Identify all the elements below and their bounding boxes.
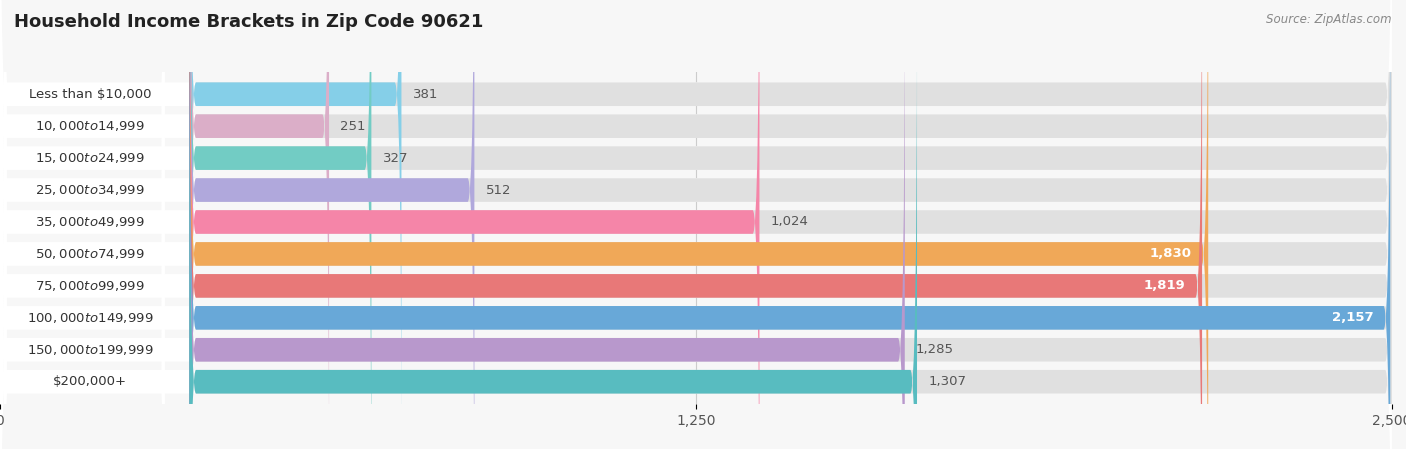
FancyBboxPatch shape	[190, 0, 1392, 449]
Text: $100,000 to $149,999: $100,000 to $149,999	[27, 311, 153, 325]
Text: $15,000 to $24,999: $15,000 to $24,999	[35, 151, 145, 165]
Text: $75,000 to $99,999: $75,000 to $99,999	[35, 279, 145, 293]
Text: 327: 327	[382, 152, 408, 165]
Text: $200,000+: $200,000+	[53, 375, 127, 388]
FancyBboxPatch shape	[190, 0, 1392, 449]
Text: Source: ZipAtlas.com: Source: ZipAtlas.com	[1267, 13, 1392, 26]
FancyBboxPatch shape	[190, 0, 1391, 449]
FancyBboxPatch shape	[190, 0, 1392, 449]
Text: 512: 512	[485, 184, 510, 197]
Text: 2,157: 2,157	[1331, 311, 1374, 324]
FancyBboxPatch shape	[4, 0, 165, 449]
FancyBboxPatch shape	[190, 0, 1392, 449]
FancyBboxPatch shape	[190, 10, 917, 449]
Text: $150,000 to $199,999: $150,000 to $199,999	[27, 343, 153, 357]
FancyBboxPatch shape	[190, 0, 1392, 449]
Text: Household Income Brackets in Zip Code 90621: Household Income Brackets in Zip Code 90…	[14, 13, 484, 31]
FancyBboxPatch shape	[190, 0, 1392, 449]
FancyBboxPatch shape	[190, 0, 1202, 449]
FancyBboxPatch shape	[4, 0, 165, 449]
FancyBboxPatch shape	[190, 0, 1392, 449]
Text: 1,024: 1,024	[770, 216, 808, 229]
FancyBboxPatch shape	[4, 0, 165, 436]
FancyBboxPatch shape	[190, 0, 329, 449]
Text: 381: 381	[412, 88, 437, 101]
FancyBboxPatch shape	[190, 0, 402, 449]
FancyBboxPatch shape	[190, 0, 759, 449]
Text: $50,000 to $74,999: $50,000 to $74,999	[35, 247, 145, 261]
FancyBboxPatch shape	[4, 0, 165, 449]
FancyBboxPatch shape	[190, 0, 474, 449]
FancyBboxPatch shape	[190, 0, 1392, 449]
FancyBboxPatch shape	[4, 0, 165, 449]
FancyBboxPatch shape	[4, 0, 165, 404]
Text: Less than $10,000: Less than $10,000	[28, 88, 152, 101]
FancyBboxPatch shape	[190, 0, 905, 449]
Text: 1,819: 1,819	[1143, 279, 1185, 292]
FancyBboxPatch shape	[190, 0, 1208, 449]
Text: $10,000 to $14,999: $10,000 to $14,999	[35, 119, 145, 133]
Text: 1,307: 1,307	[928, 375, 966, 388]
Text: 251: 251	[340, 119, 366, 132]
FancyBboxPatch shape	[4, 72, 165, 449]
Text: 1,830: 1,830	[1150, 247, 1191, 260]
FancyBboxPatch shape	[190, 0, 1392, 449]
Text: 1,285: 1,285	[915, 343, 953, 357]
FancyBboxPatch shape	[4, 8, 165, 449]
FancyBboxPatch shape	[0, 10, 1392, 449]
FancyBboxPatch shape	[4, 40, 165, 449]
FancyBboxPatch shape	[4, 0, 165, 449]
FancyBboxPatch shape	[190, 0, 371, 449]
Text: $35,000 to $49,999: $35,000 to $49,999	[35, 215, 145, 229]
FancyBboxPatch shape	[190, 10, 1392, 449]
Text: $25,000 to $34,999: $25,000 to $34,999	[35, 183, 145, 197]
